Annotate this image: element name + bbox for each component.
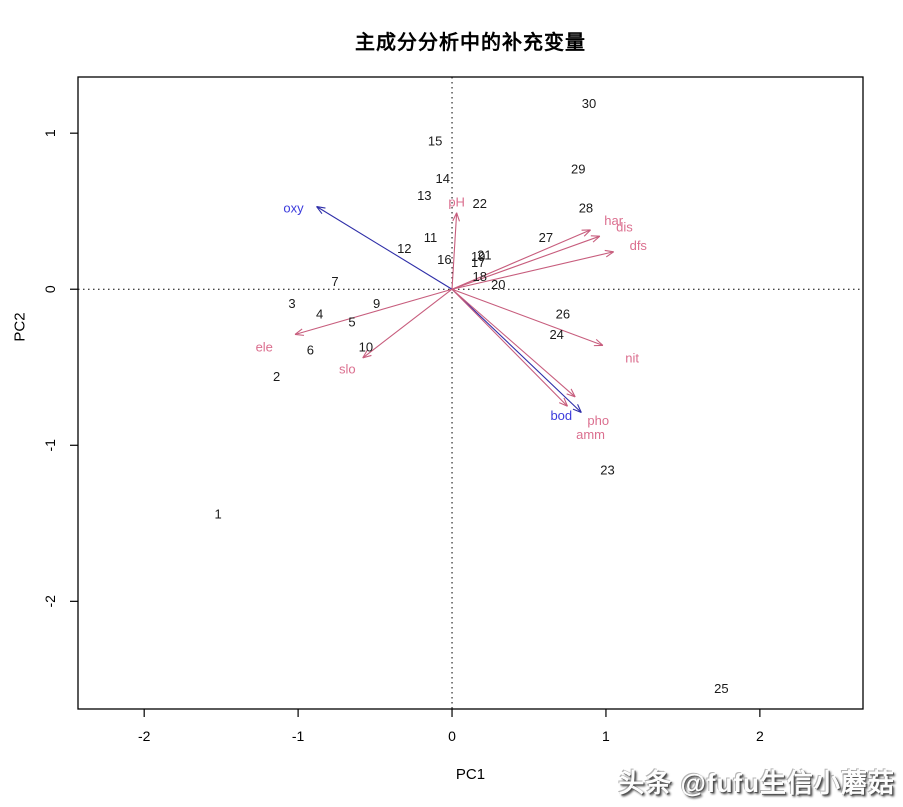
watermark-text: 头条 @fufu生信小蘑菇 [618,768,895,798]
site-label-17: 17 [471,255,485,270]
y-tick-label: -1 [42,439,58,452]
site-label-27: 27 [539,230,553,245]
variable-label-pH: pH [448,194,465,209]
arrowhead-nit [595,338,604,346]
variable-label-nit: nit [625,350,639,365]
site-label-2: 2 [273,369,280,384]
plot-border [77,76,864,710]
chart-title: 主成分分析中的补充变量 [355,32,586,54]
arrowhead-slo [362,349,368,359]
arrowhead-har [583,229,591,237]
arrowhead-oxy [316,205,326,209]
arrow-oxy [316,206,453,290]
site-label-19: 19 [471,249,485,264]
site-label-9: 9 [373,296,380,311]
variable-label-dfs: dfs [630,238,648,253]
site-label-29: 29 [571,162,585,177]
site-label-21: 21 [477,247,491,262]
site-label-20: 20 [491,277,505,292]
variable-label-oxy: oxy [283,201,304,216]
arrow-pho [451,288,576,398]
site-label-25: 25 [714,681,728,696]
site-label-10: 10 [359,339,373,354]
variable-label-dis: dis [616,219,633,234]
arrow-har [451,229,591,290]
site-label-28: 28 [579,201,593,216]
arrow-dis [451,235,600,290]
site-label-26: 26 [556,307,570,322]
y-tick-label: 1 [42,129,58,137]
site-label-14: 14 [436,171,450,186]
x-tick-label: 2 [756,728,764,744]
arrow-slo [362,288,453,359]
site-label-11: 11 [424,230,438,245]
arrow-dfs [451,251,614,290]
site-label-4: 4 [316,307,323,322]
variable-label-har: har [604,213,623,228]
y-tick-label: 0 [42,285,58,293]
arrowhead-pH [456,212,460,222]
site-label-12: 12 [397,241,411,256]
arrowhead-slo [362,354,372,359]
arrowhead-bod [572,408,582,414]
x-tick-label: -1 [292,728,305,744]
arrowhead-dfs [604,249,614,253]
arrowhead-dfs [605,251,614,258]
arrow-pH [451,212,458,290]
site-label-15: 15 [428,133,442,148]
site-label-16: 16 [437,252,451,267]
x-tick-label: 1 [602,728,610,744]
arrowhead-ele [294,333,305,336]
arrow-ele [294,288,453,336]
x-tick-label: 0 [448,728,456,744]
x-axis-title: PC1 [455,766,486,783]
y-axis-title: PC2 [11,312,29,342]
site-label-18: 18 [473,269,487,284]
arrowhead-dis [592,235,601,243]
y-tick-label: -2 [42,595,58,608]
arrow-bod [451,288,582,413]
site-label-7: 7 [331,274,338,289]
site-label-13: 13 [417,188,431,203]
arrowhead-pho [570,388,576,398]
arrowhead-pH [452,212,458,222]
arrowhead-oxy [316,206,323,215]
site-label-30: 30 [582,96,596,111]
arrowhead-ele [294,328,303,335]
arrowhead-amm [563,397,568,407]
site-label-5: 5 [348,314,355,329]
site-label-3: 3 [288,296,295,311]
arrow-nit [451,288,604,346]
arrow-amm [451,288,568,407]
variable-label-slo: slo [339,361,356,376]
site-label-1: 1 [214,506,221,521]
variable-label-amm: amm [576,427,605,442]
site-label-23: 23 [600,463,614,478]
x-tick-label: -2 [138,728,151,744]
variable-label-ele: ele [256,339,273,354]
variable-label-bod: bod [550,408,572,423]
site-label-6: 6 [307,343,314,358]
arrowhead-amm [559,402,568,407]
variable-label-pho: pho [587,413,609,428]
arrowhead-pho [566,393,576,398]
site-label-24: 24 [549,327,563,342]
site-label-22: 22 [473,196,487,211]
arrowhead-bod [577,404,582,413]
